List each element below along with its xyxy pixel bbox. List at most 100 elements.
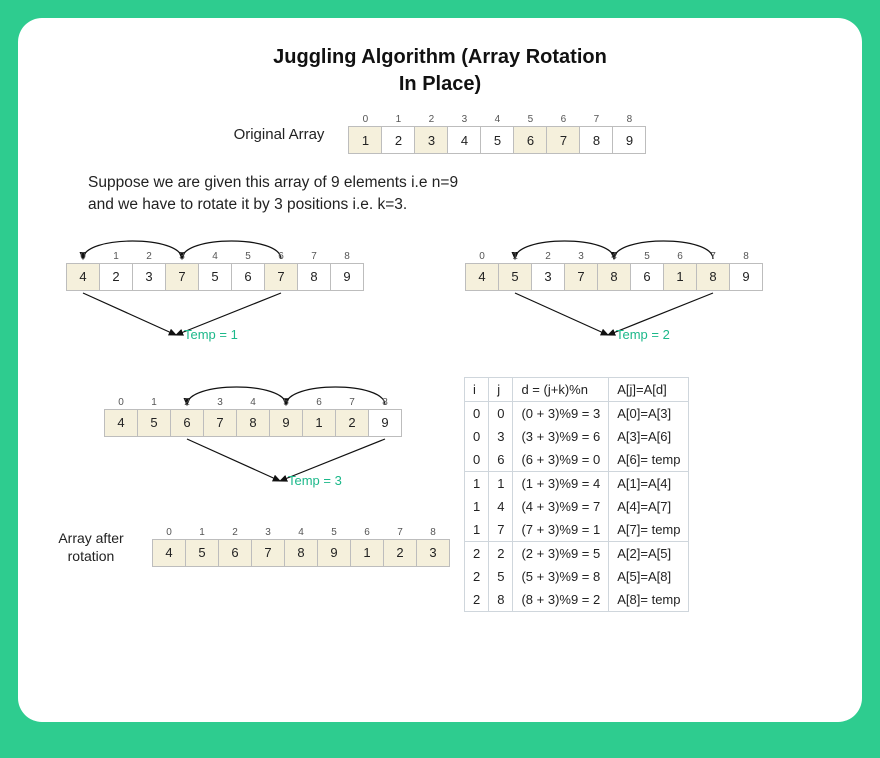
step2-temp-label: Temp = 2 xyxy=(616,327,670,342)
array-index: 3 xyxy=(564,251,598,263)
table-cell: 5 xyxy=(489,565,513,588)
array-index: 4 xyxy=(480,114,514,126)
table-cell: (5 + 3)%9 = 8 xyxy=(513,565,609,588)
array-index: 3 xyxy=(165,251,199,263)
array-cell: 2 xyxy=(335,409,369,437)
array-index: 0 xyxy=(104,397,138,409)
array-index: 8 xyxy=(368,397,402,409)
table-cell: 2 xyxy=(489,541,513,565)
array-index: 7 xyxy=(383,527,417,539)
array-index: 6 xyxy=(546,114,580,126)
final-array: 012345678456789123 xyxy=(152,527,450,567)
array-index: 0 xyxy=(152,527,186,539)
step2-array: 012345678453786189 xyxy=(465,251,763,291)
array-index: 2 xyxy=(414,114,448,126)
array-index: 4 xyxy=(236,397,270,409)
array-cell: 3 xyxy=(416,539,450,567)
array-cell: 3 xyxy=(132,263,166,291)
description: Suppose we are given this array of 9 ele… xyxy=(88,172,832,217)
table-cell: (4 + 3)%9 = 7 xyxy=(513,495,609,518)
table-cell: 4 xyxy=(489,495,513,518)
array-cell: 4 xyxy=(447,126,481,154)
array-cell: 7 xyxy=(251,539,285,567)
array-index: 6 xyxy=(350,527,384,539)
array-cell: 8 xyxy=(597,263,631,291)
trace-table-wrap: ijd = (j+k)%nA[j]=A[d]00(0 + 3)%9 = 3A[0… xyxy=(464,377,689,612)
array-index: 0 xyxy=(465,251,499,263)
array-cell: 7 xyxy=(203,409,237,437)
table-cell: 8 xyxy=(489,588,513,612)
table-cell: 3 xyxy=(489,425,513,448)
bottom-row: 012345678456789129 Temp = 3 Array afterr… xyxy=(48,377,832,612)
array-index: 5 xyxy=(630,251,664,263)
table-cell: 0 xyxy=(489,401,513,425)
table-cell: A[0]=A[3] xyxy=(609,401,689,425)
array-index: 1 xyxy=(137,397,171,409)
array-cell: 5 xyxy=(498,263,532,291)
array-cell: 3 xyxy=(531,263,565,291)
array-index: 3 xyxy=(447,114,481,126)
array-index: 8 xyxy=(612,114,646,126)
table-header: A[j]=A[d] xyxy=(609,377,689,401)
array-cell: 6 xyxy=(170,409,204,437)
original-array: 012345678123456789 xyxy=(348,114,646,154)
array-index: 7 xyxy=(335,397,369,409)
step1: 012345678423756789 Temp = 1 xyxy=(56,231,425,373)
table-header: d = (j+k)%n xyxy=(513,377,609,401)
step3-temp-label: Temp = 3 xyxy=(288,473,342,488)
array-index: 4 xyxy=(284,527,318,539)
table-cell: (8 + 3)%9 = 2 xyxy=(513,588,609,612)
array-cell: 9 xyxy=(317,539,351,567)
table-cell: 6 xyxy=(489,448,513,472)
array-cell: 6 xyxy=(630,263,664,291)
array-index: 0 xyxy=(66,251,100,263)
array-cell: 9 xyxy=(330,263,364,291)
table-cell: (2 + 3)%9 = 5 xyxy=(513,541,609,565)
array-index: 3 xyxy=(251,527,285,539)
array-cell: 1 xyxy=(350,539,384,567)
table-cell: A[3]=A[6] xyxy=(609,425,689,448)
table-cell: A[8]= temp xyxy=(609,588,689,612)
array-cell: 8 xyxy=(236,409,270,437)
table-cell: (6 + 3)%9 = 0 xyxy=(513,448,609,472)
original-label: Original Array xyxy=(234,126,325,143)
array-index: 2 xyxy=(531,251,565,263)
array-cell: 5 xyxy=(198,263,232,291)
table-cell: A[4]=A[7] xyxy=(609,495,689,518)
array-index: 1 xyxy=(185,527,219,539)
steps-row-1: 012345678423756789 Temp = 1 012345678453… xyxy=(48,231,832,373)
array-cell: 8 xyxy=(579,126,613,154)
array-index: 7 xyxy=(297,251,331,263)
array-index: 4 xyxy=(597,251,631,263)
array-index: 1 xyxy=(381,114,415,126)
card: Juggling Algorithm (Array Rotation In Pl… xyxy=(18,18,862,722)
array-index: 0 xyxy=(348,114,382,126)
array-cell: 7 xyxy=(564,263,598,291)
array-index: 7 xyxy=(579,114,613,126)
array-cell: 2 xyxy=(99,263,133,291)
array-index: 6 xyxy=(663,251,697,263)
table-header: j xyxy=(489,377,513,401)
step2: 012345678453786189 Temp = 2 xyxy=(455,231,824,373)
array-index: 3 xyxy=(203,397,237,409)
step1-array: 012345678423756789 xyxy=(66,251,364,291)
array-index: 1 xyxy=(498,251,532,263)
array-cell: 9 xyxy=(269,409,303,437)
page-title: Juggling Algorithm (Array Rotation In Pl… xyxy=(265,44,615,98)
array-cell: 1 xyxy=(663,263,697,291)
table-cell: A[6]= temp xyxy=(609,448,689,472)
table-cell: A[2]=A[5] xyxy=(609,541,689,565)
array-cell: 7 xyxy=(165,263,199,291)
array-cell: 9 xyxy=(729,263,763,291)
array-cell: 8 xyxy=(696,263,730,291)
array-cell: 3 xyxy=(414,126,448,154)
table-cell: A[7]= temp xyxy=(609,518,689,542)
array-index: 1 xyxy=(99,251,133,263)
array-cell: 9 xyxy=(368,409,402,437)
array-cell: 9 xyxy=(612,126,646,154)
array-cell: 2 xyxy=(383,539,417,567)
array-cell: 8 xyxy=(284,539,318,567)
array-cell: 7 xyxy=(546,126,580,154)
array-index: 8 xyxy=(416,527,450,539)
array-cell: 4 xyxy=(465,263,499,291)
